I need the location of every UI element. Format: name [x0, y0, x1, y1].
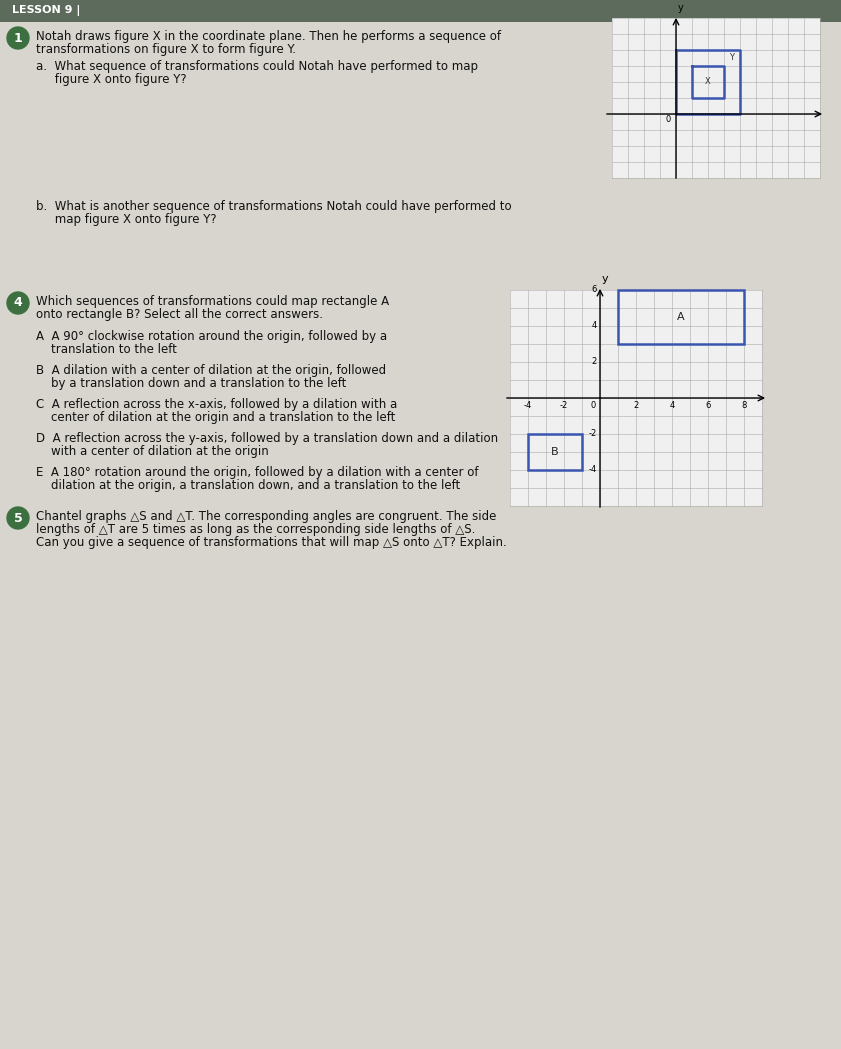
- Text: 0: 0: [590, 401, 596, 410]
- Text: 4: 4: [13, 297, 23, 309]
- Text: 5: 5: [13, 512, 23, 524]
- Text: A  A 90° clockwise rotation around the origin, followed by a: A A 90° clockwise rotation around the or…: [36, 330, 387, 343]
- Text: LESSON 9 |: LESSON 9 |: [12, 5, 81, 17]
- Text: b.  What is another sequence of transformations Notah could have performed to: b. What is another sequence of transform…: [36, 200, 511, 213]
- Text: 6: 6: [706, 401, 711, 410]
- Bar: [612, 18, 820, 178]
- Text: dilation at the origin, a translation down, and a translation to the left: dilation at the origin, a translation do…: [36, 479, 460, 492]
- Text: -4: -4: [524, 401, 532, 410]
- Circle shape: [7, 27, 29, 49]
- Text: 8: 8: [741, 401, 747, 410]
- Text: A: A: [677, 312, 685, 322]
- Text: B  A dilation with a center of dilation at the origin, followed: B A dilation with a center of dilation a…: [36, 364, 386, 377]
- Text: onto rectangle B? Select all the correct answers.: onto rectangle B? Select all the correct…: [36, 308, 323, 321]
- Text: C  A reflection across the x-axis, followed by a dilation with a: C A reflection across the x-axis, follow…: [36, 398, 397, 411]
- Text: translation to the left: translation to the left: [36, 343, 177, 356]
- Text: 6: 6: [591, 285, 597, 295]
- Bar: [0, 0, 841, 22]
- Text: -2: -2: [560, 401, 569, 410]
- Text: y: y: [602, 274, 609, 284]
- Text: X: X: [705, 78, 711, 86]
- Text: -2: -2: [589, 429, 597, 438]
- Text: 4: 4: [592, 321, 597, 330]
- Text: center of dilation at the origin and a translation to the left: center of dilation at the origin and a t…: [36, 411, 395, 424]
- Bar: [528, 434, 582, 470]
- Text: 4: 4: [669, 401, 674, 410]
- Text: 0: 0: [666, 115, 671, 124]
- Text: 1: 1: [13, 31, 23, 44]
- Text: transformations on figure X to form figure Y.: transformations on figure X to form figu…: [36, 43, 296, 56]
- Text: Chantel graphs △S and △T. The corresponding angles are congruent. The side: Chantel graphs △S and △T. The correspond…: [36, 510, 496, 523]
- Text: D  A reflection across the y-axis, followed by a translation down and a dilation: D A reflection across the y-axis, follow…: [36, 432, 498, 445]
- Text: with a center of dilation at the origin: with a center of dilation at the origin: [36, 445, 269, 458]
- Circle shape: [7, 292, 29, 314]
- Text: Notah draws figure X in the coordinate plane. Then he performs a sequence of: Notah draws figure X in the coordinate p…: [36, 30, 501, 43]
- Text: lengths of △T are 5 times as long as the corresponding side lengths of △S.: lengths of △T are 5 times as long as the…: [36, 523, 475, 536]
- Text: figure X onto figure Y?: figure X onto figure Y?: [36, 73, 187, 86]
- Text: E  A 180° rotation around the origin, followed by a dilation with a center of: E A 180° rotation around the origin, fol…: [36, 466, 479, 479]
- Text: Which sequences of transformations could map rectangle A: Which sequences of transformations could…: [36, 295, 389, 308]
- Bar: [618, 290, 744, 344]
- Text: by a translation down and a translation to the left: by a translation down and a translation …: [36, 377, 346, 390]
- Text: Y: Y: [729, 53, 734, 63]
- Text: a.  What sequence of transformations could Notah have performed to map: a. What sequence of transformations coul…: [36, 60, 478, 73]
- Text: 2: 2: [633, 401, 638, 410]
- Circle shape: [7, 507, 29, 529]
- Text: -4: -4: [589, 466, 597, 474]
- Text: map figure X onto figure Y?: map figure X onto figure Y?: [36, 213, 217, 226]
- Bar: [510, 290, 762, 506]
- Text: y: y: [678, 3, 684, 13]
- Text: 2: 2: [592, 358, 597, 366]
- Text: B: B: [551, 447, 558, 457]
- Text: Can you give a sequence of transformations that will map △S onto △T? Explain.: Can you give a sequence of transformatio…: [36, 536, 507, 549]
